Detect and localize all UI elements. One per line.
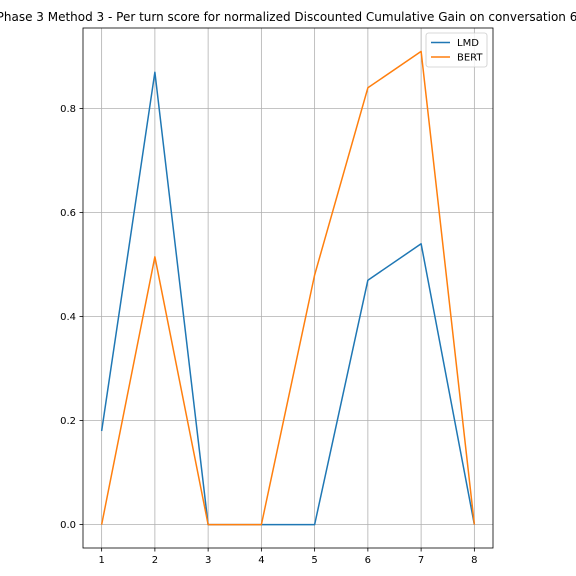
x-axis: 1 2 3 4 5 6 7 8 <box>98 548 478 566</box>
series-line-lmd <box>100 71 476 526</box>
x-tick-label: 5 <box>311 555 317 566</box>
legend-label-lmd: LMD <box>457 38 479 49</box>
x-tick-label: 3 <box>205 555 211 566</box>
legend-label-bert: BERT <box>457 53 483 64</box>
y-tick-label: 0.2 <box>60 416 76 427</box>
x-tick-label: 8 <box>471 555 477 566</box>
grid <box>83 28 493 548</box>
y-tick-label: 0.6 <box>60 208 76 219</box>
y-tick-label: 0.4 <box>60 312 76 323</box>
y-tick-label: 0.8 <box>60 104 76 115</box>
x-tick-label: 1 <box>98 555 104 566</box>
series-line-bert <box>100 50 476 526</box>
series-lines <box>100 50 476 526</box>
x-tick-label: 4 <box>258 555 264 566</box>
x-tick-label: 7 <box>418 555 424 566</box>
y-axis: 0.0 0.2 0.4 0.6 0.8 <box>60 104 83 531</box>
plot-area <box>82 27 494 549</box>
legend: LMD BERT <box>425 32 488 68</box>
x-tick-label: 2 <box>152 555 158 566</box>
y-tick-label: 0.0 <box>60 520 76 531</box>
chart-title: Phase 3 Method 3 - Per turn score for no… <box>0 10 576 24</box>
legend-box <box>425 32 488 68</box>
x-tick-label: 6 <box>365 555 371 566</box>
